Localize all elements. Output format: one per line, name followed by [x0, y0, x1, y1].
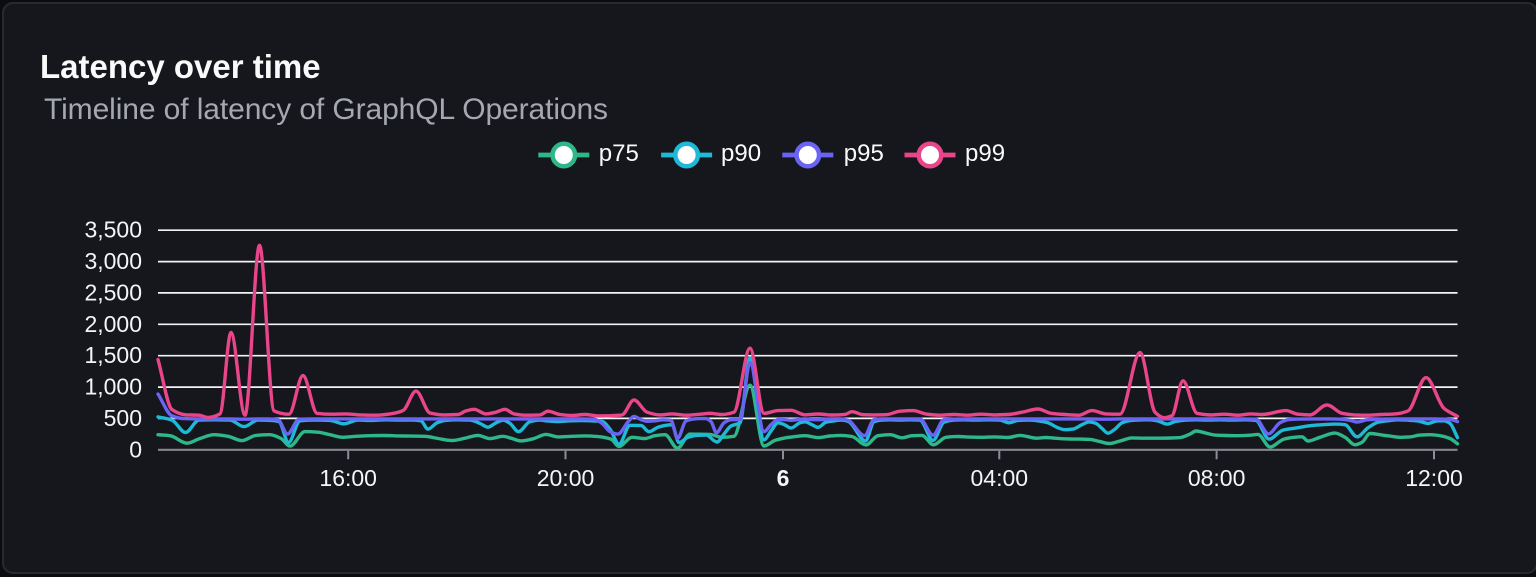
svg-text:p75: p75: [599, 140, 639, 167]
svg-text:3,000: 3,000: [84, 248, 142, 274]
svg-text:04:00: 04:00: [971, 465, 1029, 491]
svg-text:0: 0: [129, 436, 142, 462]
svg-text:p99: p99: [965, 140, 1005, 167]
svg-text:6: 6: [777, 465, 790, 491]
svg-text:1,000: 1,000: [84, 374, 142, 400]
svg-text:08:00: 08:00: [1188, 465, 1246, 491]
svg-text:20:00: 20:00: [537, 465, 595, 491]
svg-text:2,000: 2,000: [84, 311, 142, 337]
svg-text:p90: p90: [721, 140, 761, 167]
svg-text:500: 500: [104, 405, 142, 431]
svg-text:1,500: 1,500: [84, 342, 142, 368]
svg-text:16:00: 16:00: [319, 465, 377, 491]
svg-text:2,500: 2,500: [84, 279, 142, 305]
svg-text:12:00: 12:00: [1405, 465, 1463, 491]
svg-text:p95: p95: [844, 140, 884, 167]
svg-text:3,500: 3,500: [84, 217, 142, 243]
